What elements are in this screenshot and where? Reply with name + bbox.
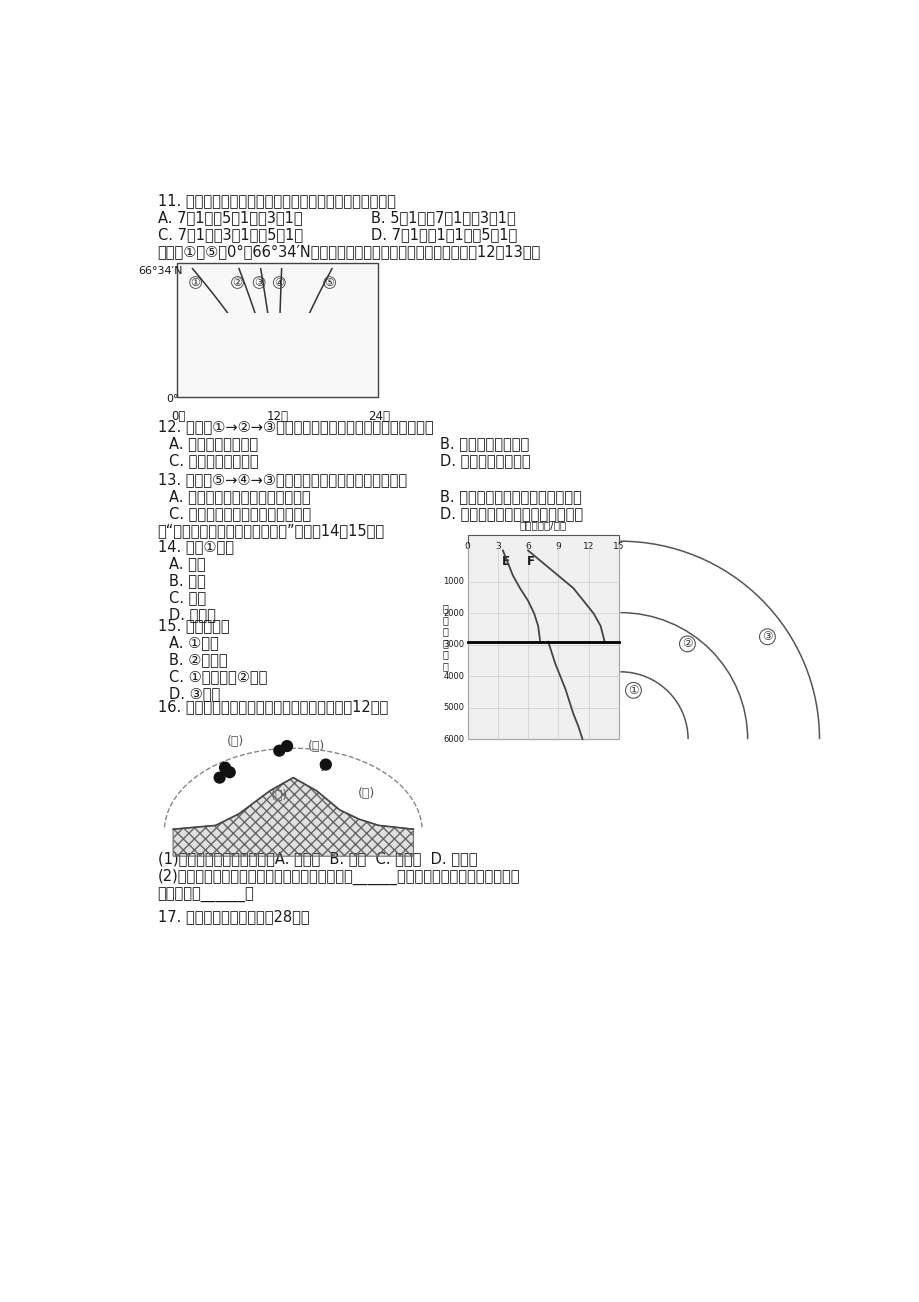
Text: 0: 0 xyxy=(464,542,470,551)
Bar xyxy=(176,263,378,397)
Text: 0°: 0° xyxy=(166,395,178,404)
Text: 12. 曲线由①→②→③变化的时段内，太阳直射点的移动情况是: 12. 曲线由①→②→③变化的时段内，太阳直射点的移动情况是 xyxy=(157,419,433,435)
Text: D. 7月1日，1月1日，5月1日: D. 7月1日，1月1日，5月1日 xyxy=(370,227,516,242)
Text: C. ①的全部和②顶部: C. ①的全部和②顶部 xyxy=(169,669,267,684)
Text: C. 7月1日，3月1日，5月1日: C. 7月1日，3月1日，5月1日 xyxy=(157,227,302,242)
Text: B. 5月1日，7月1日，3月1日: B. 5月1日，7月1日，3月1日 xyxy=(370,210,515,225)
Text: D. 南半球昼短夜长，且夜逐渐增长: D. 南半球昼短夜长，且夜逐渐增长 xyxy=(440,505,583,521)
Text: ②: ② xyxy=(233,277,243,288)
Polygon shape xyxy=(173,777,413,857)
Text: (　): ( ) xyxy=(357,786,375,799)
Circle shape xyxy=(224,767,235,777)
Text: (　): ( ) xyxy=(226,734,244,747)
Text: ⑤: ⑤ xyxy=(324,277,335,288)
Text: ③: ③ xyxy=(254,277,264,288)
Text: 14. 图中①表示: 14. 图中①表示 xyxy=(157,539,233,553)
Text: C. 地核: C. 地核 xyxy=(169,590,206,604)
Text: 17. 读图回答下列问题。（28分）: 17. 读图回答下列问题。（28分） xyxy=(157,909,309,924)
Text: 0时: 0时 xyxy=(171,410,185,423)
Text: 15: 15 xyxy=(612,542,624,551)
Text: 24时: 24时 xyxy=(368,410,390,423)
Text: 深
度
（
千
米
）: 深 度 （ 千 米 ） xyxy=(443,603,448,671)
Text: A. 从北回归线到赤道: A. 从北回归线到赤道 xyxy=(169,436,258,452)
Text: (　): ( ) xyxy=(308,740,324,753)
Text: F: F xyxy=(527,555,535,568)
Text: 11. 北京市正午太阳高度由大到小按日期的排列，正确的是: 11. 北京市正午太阳高度由大到小按日期的排列，正确的是 xyxy=(157,193,395,208)
Circle shape xyxy=(220,762,231,773)
Text: 动之中的是______。: 动之中的是______。 xyxy=(157,888,254,902)
Text: D. ③外部: D. ③外部 xyxy=(169,686,221,700)
Text: C. 南半球昼长夜短，且夜逐渐缩短: C. 南半球昼长夜短，且夜逐渐缩短 xyxy=(169,505,311,521)
Text: 3000: 3000 xyxy=(443,641,464,650)
Text: 66°34′N: 66°34′N xyxy=(138,266,183,276)
Text: ④: ④ xyxy=(274,277,284,288)
Circle shape xyxy=(214,772,225,783)
Text: 右图中①～⑤为0°～66°34′N之间不同日期的昼长分布曲线示意图。回畇12～13题。: 右图中①～⑤为0°～66°34′N之间不同日期的昼长分布曲线示意图。回畇12～1… xyxy=(157,243,540,259)
Text: A. 7月1日，5月1日，3月1日: A. 7月1日，5月1日，3月1日 xyxy=(157,210,302,225)
Text: E: E xyxy=(501,555,509,568)
Text: (2)在四大圈层中，范围渗透于其它三大圈层的是______，组成物质处于不间断的循环运: (2)在四大圈层中，范围渗透于其它三大圈层的是______，组成物质处于不间断的… xyxy=(157,870,519,885)
Text: A. 地幔: A. 地幔 xyxy=(169,556,206,570)
Text: A. ①顶部: A. ①顶部 xyxy=(169,635,219,650)
Text: ①: ① xyxy=(190,277,200,288)
Text: 12时: 12时 xyxy=(267,410,289,423)
Text: 读“地震波波速与地球内部构造图”，回畇14～15题。: 读“地震波波速与地球内部构造图”，回畇14～15题。 xyxy=(157,523,384,538)
Text: ②: ② xyxy=(682,638,692,651)
Text: 2000: 2000 xyxy=(443,609,464,618)
Text: 1000: 1000 xyxy=(443,577,464,586)
Circle shape xyxy=(320,759,331,769)
Text: 3: 3 xyxy=(494,542,500,551)
Text: 5000: 5000 xyxy=(443,703,464,712)
Text: B. 地壳: B. 地壳 xyxy=(169,573,206,587)
Text: (　): ( ) xyxy=(270,789,288,802)
Text: B. 北半球昼短夜长，且昼逐渐增长: B. 北半球昼短夜长，且昼逐渐增长 xyxy=(440,488,582,504)
Text: 6000: 6000 xyxy=(443,734,464,743)
Text: 6: 6 xyxy=(525,542,530,551)
Text: ①: ① xyxy=(628,684,638,697)
Text: ③: ③ xyxy=(761,630,772,643)
Text: C. 从南回归线到赤道: C. 从南回归线到赤道 xyxy=(169,453,258,469)
Text: B. 从赤道到南回归线: B. 从赤道到南回归线 xyxy=(440,436,529,452)
Text: 4000: 4000 xyxy=(443,672,464,681)
Text: 15. 岩石圈位于: 15. 岩石圈位于 xyxy=(157,618,229,633)
Text: D. 软流层: D. 软流层 xyxy=(169,607,216,621)
Bar xyxy=(467,535,618,740)
Circle shape xyxy=(281,741,292,751)
Text: 16. 读地球外部圈层示意图，完成下列问题。（12分）: 16. 读地球外部圈层示意图，完成下列问题。（12分） xyxy=(157,699,388,713)
Text: A. 北半球昼长夜短，且昼逐渐缩短: A. 北半球昼长夜短，且昼逐渐缩短 xyxy=(169,488,311,504)
Text: B. ②的全部: B. ②的全部 xyxy=(169,652,228,667)
Text: 速度（千米/秒）: 速度（千米/秒） xyxy=(519,521,566,530)
Circle shape xyxy=(274,745,284,756)
Text: (1)在图中四个括号内填注。A. 生物圈  B. 水圈  C. 岩石圈  D. 大气圈: (1)在图中四个括号内填注。A. 生物圈 B. 水圈 C. 岩石圈 D. 大气圈 xyxy=(157,850,477,866)
Text: D. 从赤道到北回归线: D. 从赤道到北回归线 xyxy=(440,453,530,469)
Text: 13. 曲线由⑤→④→③变化的时段内，下列说法正确的是: 13. 曲线由⑤→④→③变化的时段内，下列说法正确的是 xyxy=(157,471,406,487)
Text: 9: 9 xyxy=(555,542,561,551)
Text: 12: 12 xyxy=(583,542,594,551)
